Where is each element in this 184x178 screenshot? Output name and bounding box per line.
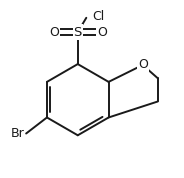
Text: O: O [138,58,148,72]
Text: Br: Br [11,127,24,140]
Text: S: S [74,25,82,39]
Text: Cl: Cl [93,10,105,23]
Text: O: O [97,25,107,39]
Text: O: O [49,25,59,39]
